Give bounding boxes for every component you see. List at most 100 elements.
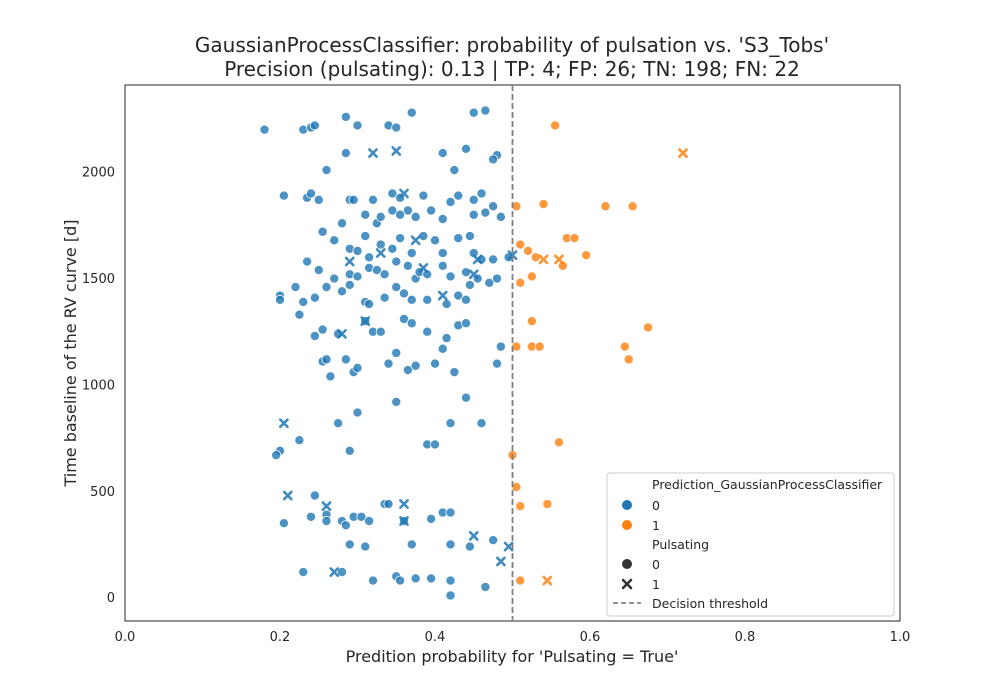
legend-label-pulsating-0: 0 — [652, 557, 660, 572]
data-point — [313, 265, 324, 276]
data-point — [309, 120, 320, 131]
data-point — [367, 575, 378, 586]
data-point — [453, 290, 464, 301]
data-point — [294, 309, 305, 320]
data-point-pulsating — [337, 328, 347, 339]
legend-box — [606, 472, 895, 617]
data-point — [352, 245, 363, 256]
data-point-pulsating — [329, 567, 340, 577]
data-point-pulsating — [399, 188, 409, 199]
data-point-pulsating — [418, 263, 429, 273]
data-point-pulsating — [410, 235, 421, 246]
data-point — [534, 341, 545, 352]
data-point — [515, 575, 526, 586]
data-point — [317, 226, 328, 237]
data-point — [383, 358, 394, 369]
data-point — [445, 418, 456, 429]
data-point — [426, 513, 437, 524]
data-point — [495, 211, 506, 222]
data-point — [309, 490, 320, 501]
data-point — [398, 288, 409, 299]
x-tick-label: 0.2 — [270, 630, 291, 645]
data-point — [515, 501, 526, 512]
y-tick-label: 0 — [107, 591, 115, 606]
data-point — [437, 248, 448, 259]
data-point — [488, 254, 499, 265]
data-point — [429, 235, 440, 246]
data-point — [627, 201, 638, 212]
data-point — [321, 165, 332, 176]
data-point — [515, 239, 526, 250]
data-point — [321, 516, 332, 527]
data-point — [383, 499, 394, 510]
data-point — [406, 318, 417, 329]
y-tick-label: 2000 — [82, 166, 115, 181]
data-point — [344, 279, 355, 290]
data-point — [429, 358, 440, 369]
data-point — [406, 539, 417, 550]
data-point-pulsating — [538, 254, 549, 265]
data-point — [437, 343, 448, 354]
data-point — [336, 286, 347, 297]
data-point — [274, 294, 285, 305]
y-tick-label: 1000 — [82, 378, 115, 393]
data-point — [445, 196, 456, 207]
data-point — [491, 273, 502, 284]
data-point — [542, 499, 553, 510]
data-point — [523, 245, 534, 256]
y-tick-label: 1500 — [82, 272, 115, 287]
data-point — [453, 233, 464, 244]
chart-subtitle: Precision (pulsating): 0.13 | TP: 4; FP:… — [224, 57, 800, 81]
legend-label-prediction-0: 0 — [652, 498, 660, 513]
data-point — [422, 269, 433, 280]
data-point — [460, 392, 471, 403]
data-point — [445, 507, 456, 518]
x-tick-label: 0.6 — [580, 630, 601, 645]
data-point — [395, 209, 406, 220]
data-point — [352, 120, 363, 131]
data-point — [445, 539, 456, 550]
data-point — [271, 450, 282, 461]
legend-marker-prediction-1 — [622, 520, 632, 530]
scatter-points — [259, 105, 688, 601]
data-point — [402, 260, 413, 271]
data-point — [468, 107, 479, 118]
data-point — [410, 211, 421, 222]
data-point — [526, 271, 537, 282]
legend-label-threshold: Decision threshold — [652, 596, 768, 611]
data-point — [352, 271, 363, 282]
data-point — [402, 365, 413, 376]
data-point — [364, 252, 375, 263]
data-point — [600, 201, 611, 212]
data-point — [406, 248, 417, 259]
data-point — [581, 250, 592, 261]
data-point — [515, 277, 526, 288]
data-point — [623, 354, 634, 365]
data-point — [437, 260, 448, 271]
legend-label-prediction-1: 1 — [652, 518, 660, 533]
data-point — [333, 418, 344, 429]
data-point — [325, 371, 336, 382]
data-point — [344, 445, 355, 456]
data-point — [480, 207, 491, 218]
x-tick-label: 1.0 — [890, 630, 911, 645]
x-axis: 0.0 0.2 0.4 0.6 0.8 1.0 — [115, 630, 911, 645]
data-point — [344, 539, 355, 550]
data-point — [468, 248, 479, 259]
data-point — [468, 209, 479, 220]
legend-marker-pulsating-0 — [622, 559, 632, 569]
data-point — [476, 188, 487, 199]
data-point — [367, 194, 378, 205]
data-point — [488, 154, 499, 165]
data-point — [309, 292, 320, 303]
data-point — [302, 256, 313, 267]
data-point — [387, 188, 398, 199]
data-point — [391, 282, 402, 293]
data-point — [317, 324, 328, 335]
data-point-pulsating — [507, 250, 518, 261]
data-point-pulsating — [399, 499, 409, 509]
data-point — [441, 299, 452, 310]
data-point — [371, 265, 382, 276]
data-point — [387, 243, 398, 254]
